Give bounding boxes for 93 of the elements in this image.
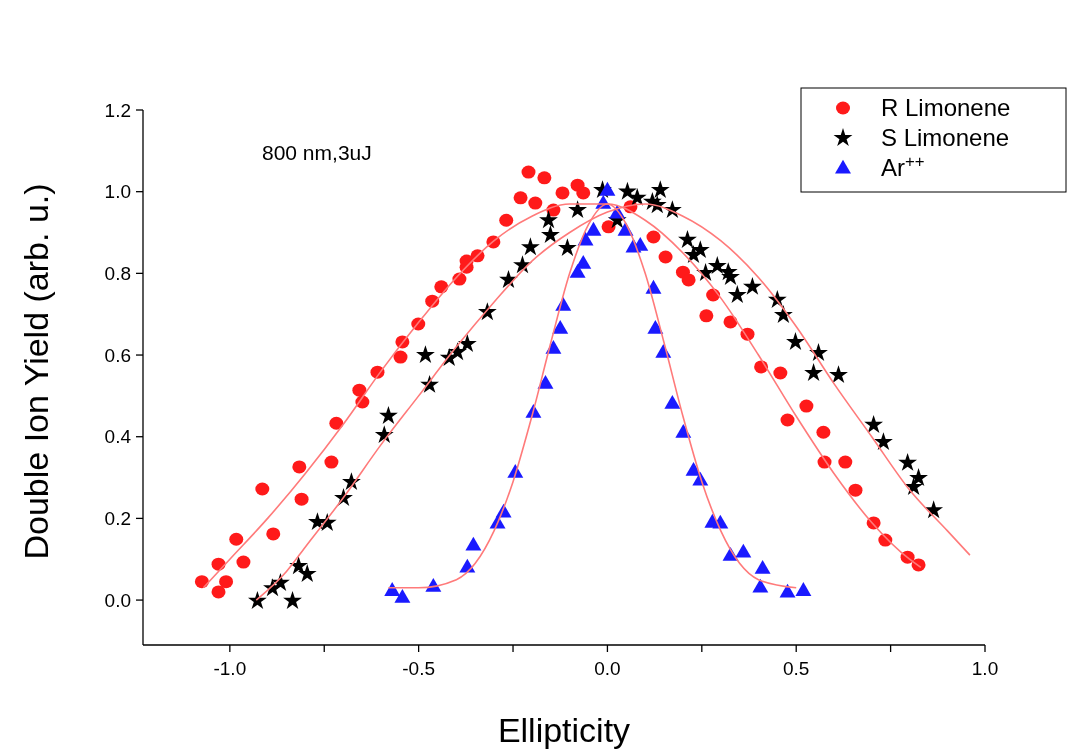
point xyxy=(283,590,302,609)
point xyxy=(324,455,339,469)
point xyxy=(664,395,681,409)
x-tick-label: 0.0 xyxy=(594,658,621,679)
point xyxy=(557,238,577,257)
point xyxy=(681,273,696,287)
point xyxy=(816,425,831,439)
x-tick-label: 1.0 xyxy=(971,658,999,679)
annotation: 800 nm,3uJ xyxy=(262,141,372,164)
point xyxy=(909,468,928,486)
point xyxy=(537,171,552,185)
point xyxy=(735,543,752,558)
point xyxy=(754,560,771,574)
legend-label: Ar$^{++}$ xyxy=(881,151,925,182)
point xyxy=(898,452,918,471)
point xyxy=(780,413,795,427)
point xyxy=(499,213,514,227)
point xyxy=(294,492,309,506)
point xyxy=(838,455,853,469)
point xyxy=(219,575,234,589)
point xyxy=(211,585,226,599)
point xyxy=(804,363,823,382)
point xyxy=(707,256,727,275)
point xyxy=(393,350,408,364)
point xyxy=(848,483,863,497)
point xyxy=(521,165,536,179)
point xyxy=(699,309,714,323)
point xyxy=(575,254,592,269)
point xyxy=(229,532,244,546)
point xyxy=(585,221,602,236)
point xyxy=(513,191,528,205)
point xyxy=(799,399,814,413)
point xyxy=(539,210,558,229)
point xyxy=(289,556,308,575)
point xyxy=(459,558,476,573)
point xyxy=(292,460,307,474)
point xyxy=(540,225,560,243)
point xyxy=(721,267,740,286)
point xyxy=(743,276,762,295)
point xyxy=(874,432,893,451)
point xyxy=(255,482,270,496)
y-tick-label: 1.2 xyxy=(104,99,131,121)
point xyxy=(247,590,267,609)
x-tick-label: -1.0 xyxy=(213,658,247,679)
point xyxy=(465,536,482,551)
y-tick-label: 0.4 xyxy=(104,426,132,448)
point xyxy=(684,245,703,263)
x-tick-label: -0.5 xyxy=(402,658,436,679)
point xyxy=(904,477,924,495)
y-tick-label: 0.6 xyxy=(104,344,131,366)
point xyxy=(379,405,398,424)
point xyxy=(599,181,616,196)
point xyxy=(394,589,411,603)
point xyxy=(795,582,812,596)
point xyxy=(864,414,884,433)
point xyxy=(537,375,554,389)
point xyxy=(727,285,747,304)
y-tick-label: 0.8 xyxy=(104,263,131,285)
point xyxy=(266,527,281,541)
point xyxy=(416,345,435,364)
point xyxy=(924,500,944,519)
point xyxy=(650,180,670,199)
point xyxy=(297,564,317,582)
point xyxy=(352,383,367,397)
x-axis-title: Ellipticity xyxy=(497,711,631,749)
point xyxy=(786,332,805,350)
point xyxy=(773,366,788,380)
point xyxy=(618,181,637,200)
point xyxy=(552,319,569,334)
point xyxy=(779,583,796,598)
point xyxy=(528,196,543,210)
point xyxy=(555,186,570,200)
point xyxy=(236,555,251,569)
point xyxy=(658,250,673,264)
point xyxy=(685,462,702,476)
point xyxy=(576,186,591,200)
y-tick-label: 0.2 xyxy=(104,508,131,530)
x-tick-label: 0.5 xyxy=(783,658,810,679)
legend-label: R Limonene xyxy=(881,94,1011,122)
y-axis-title: Double Ion Yield (arb. u.) xyxy=(17,183,55,560)
point xyxy=(646,230,661,244)
y-tick-label: 0.0 xyxy=(104,589,131,611)
point xyxy=(520,237,540,256)
point xyxy=(568,200,588,219)
point xyxy=(329,416,344,430)
point xyxy=(457,334,477,353)
point xyxy=(601,220,616,234)
legend-label: S Limonene xyxy=(881,124,1010,152)
point xyxy=(647,319,664,334)
point xyxy=(752,578,769,593)
y-tick-label: 1.0 xyxy=(104,181,131,203)
point xyxy=(829,365,848,384)
point xyxy=(678,229,697,248)
